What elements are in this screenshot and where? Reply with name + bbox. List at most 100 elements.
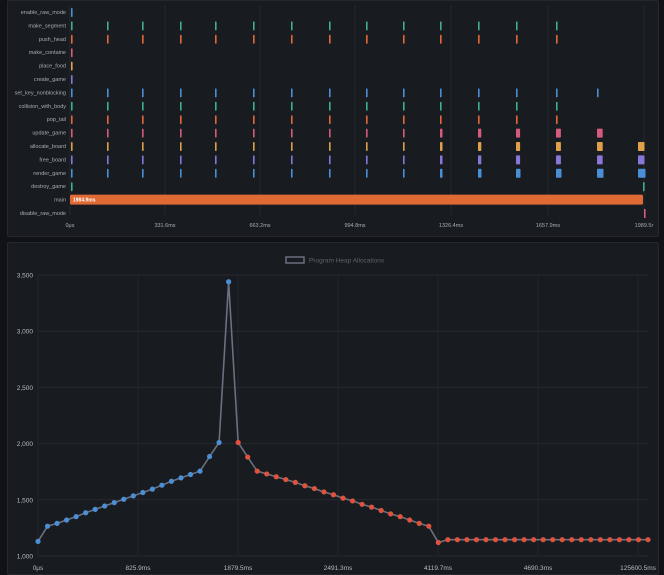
timeline-event-mark[interactable] (291, 128, 293, 138)
timeline-event-mark[interactable] (366, 168, 368, 178)
timeline-event-mark[interactable] (253, 115, 255, 125)
timeline-event-mark[interactable] (638, 142, 645, 151)
timeline-event-mark[interactable] (180, 101, 182, 111)
timeline-event-mark[interactable] (142, 115, 144, 125)
timeline-event-mark[interactable] (403, 128, 405, 138)
heap-data-point[interactable] (502, 537, 508, 543)
timeline-event-mark[interactable] (291, 168, 293, 178)
timeline-event-mark[interactable] (253, 21, 255, 31)
heap-data-point[interactable] (44, 523, 51, 529)
heap-data-point[interactable] (83, 510, 89, 516)
legend-label[interactable]: Program Heap Allocations (309, 258, 385, 265)
timeline-event-mark[interactable] (366, 142, 368, 151)
heap-data-point[interactable] (159, 482, 165, 488)
timeline-event-mark[interactable] (597, 155, 603, 165)
timeline-event-mark[interactable] (440, 115, 442, 125)
timeline-event-mark[interactable] (107, 88, 109, 98)
timeline-event-mark[interactable] (440, 168, 443, 178)
timeline-event-mark[interactable] (440, 142, 443, 151)
timeline-event-mark[interactable] (516, 34, 518, 44)
heap-data-point[interactable] (597, 537, 603, 543)
timeline-event-mark[interactable] (478, 142, 482, 151)
heap-data-point[interactable] (531, 537, 537, 543)
timeline-event-mark[interactable] (366, 115, 368, 125)
timeline-event-mark[interactable] (329, 142, 331, 151)
timeline-event-mark[interactable] (291, 21, 293, 31)
heap-data-point[interactable] (111, 500, 117, 506)
timeline-event-mark[interactable] (107, 155, 109, 165)
timeline-event-mark[interactable] (366, 34, 368, 44)
timeline-event-mark[interactable] (440, 155, 443, 165)
heap-data-point[interactable] (588, 537, 594, 543)
heap-data-point[interactable] (321, 489, 327, 495)
timeline-event-mark[interactable] (71, 115, 73, 125)
timeline-event-mark[interactable] (440, 128, 443, 138)
timeline-event-mark[interactable] (215, 21, 217, 31)
timeline-event-mark[interactable] (597, 168, 604, 178)
heap-data-point[interactable] (102, 503, 108, 509)
timeline-event-mark[interactable] (180, 115, 182, 125)
timeline-event-mark[interactable] (253, 168, 255, 178)
timeline-event-mark[interactable] (142, 142, 144, 151)
timeline-event-mark[interactable] (253, 101, 255, 111)
timeline-event-mark[interactable] (329, 155, 331, 165)
heap-data-point[interactable] (492, 537, 499, 543)
heap-data-point[interactable] (569, 537, 575, 543)
heap-data-point[interactable] (302, 483, 308, 489)
heap-data-point[interactable] (273, 474, 279, 480)
heap-data-point[interactable] (540, 537, 546, 543)
timeline-event-mark[interactable] (556, 155, 561, 165)
heap-data-point[interactable] (187, 471, 194, 478)
heap-data-point[interactable] (73, 514, 79, 520)
timeline-event-mark[interactable] (107, 115, 109, 125)
timeline-event-mark[interactable] (478, 115, 480, 125)
timeline-event-mark[interactable] (71, 101, 73, 111)
timeline-event-mark[interactable] (403, 142, 405, 151)
heap-data-point[interactable] (254, 468, 260, 474)
timeline-event-mark[interactable] (516, 21, 518, 31)
timeline-event-mark[interactable] (366, 128, 368, 138)
heap-data-point[interactable] (140, 489, 146, 496)
timeline-event-mark[interactable] (556, 142, 561, 151)
timeline-event-mark[interactable] (440, 101, 442, 111)
timeline-event-mark[interactable] (71, 75, 73, 84)
heap-data-point[interactable] (416, 520, 422, 527)
heap-data-point[interactable] (483, 537, 489, 543)
timeline-event-mark[interactable] (556, 21, 558, 31)
timeline-event-mark[interactable] (107, 168, 109, 178)
timeline-event-mark[interactable] (107, 128, 109, 138)
timeline-event-mark[interactable] (71, 48, 73, 58)
heap-data-point[interactable] (178, 475, 184, 481)
heap-data-point[interactable] (635, 537, 642, 543)
timeline-event-mark[interactable] (403, 21, 405, 31)
timeline-event-mark[interactable] (291, 142, 293, 151)
timeline-event-mark[interactable] (180, 128, 182, 138)
timeline-event-mark[interactable] (478, 21, 480, 31)
heap-data-point[interactable] (168, 478, 175, 484)
timeline-event-mark[interactable] (597, 142, 603, 151)
timeline-event-mark[interactable] (644, 209, 646, 218)
timeline-event-mark[interactable] (215, 101, 217, 111)
timeline-event-mark[interactable] (478, 128, 482, 138)
heap-data-point[interactable] (149, 486, 155, 492)
timeline-event-mark[interactable] (291, 101, 293, 111)
timeline-event-mark[interactable] (215, 88, 217, 98)
timeline-event-mark[interactable] (215, 128, 217, 138)
timeline-event-mark[interactable] (329, 115, 331, 125)
timeline-event-mark[interactable] (71, 88, 73, 98)
timeline-event-mark[interactable] (556, 88, 558, 98)
timeline-event-mark[interactable] (71, 21, 73, 31)
heap-data-point[interactable] (121, 496, 127, 502)
timeline-event-mark[interactable] (329, 168, 331, 178)
timeline-event-mark[interactable] (291, 155, 293, 165)
heap-data-point[interactable] (559, 537, 565, 543)
timeline-event-mark[interactable] (180, 142, 182, 151)
timeline-event-mark[interactable] (291, 115, 293, 125)
timeline-event-mark[interactable] (253, 34, 255, 44)
timeline-event-mark[interactable] (329, 34, 331, 44)
timeline-event-mark[interactable] (403, 168, 405, 178)
timeline-event-mark[interactable] (215, 168, 217, 178)
timeline-event-mark[interactable] (478, 101, 480, 111)
heap-data-point[interactable] (607, 537, 613, 543)
timeline-event-mark[interactable] (71, 182, 73, 192)
